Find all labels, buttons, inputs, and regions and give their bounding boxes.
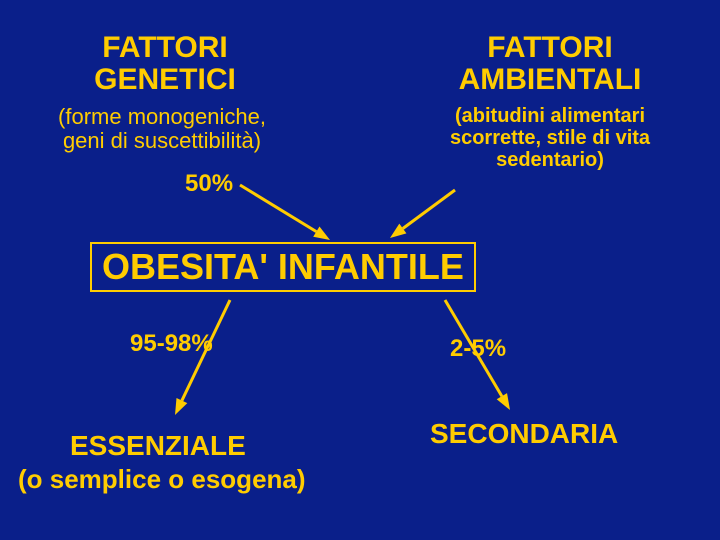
arrow-center-to-secondaria [0,0,720,540]
